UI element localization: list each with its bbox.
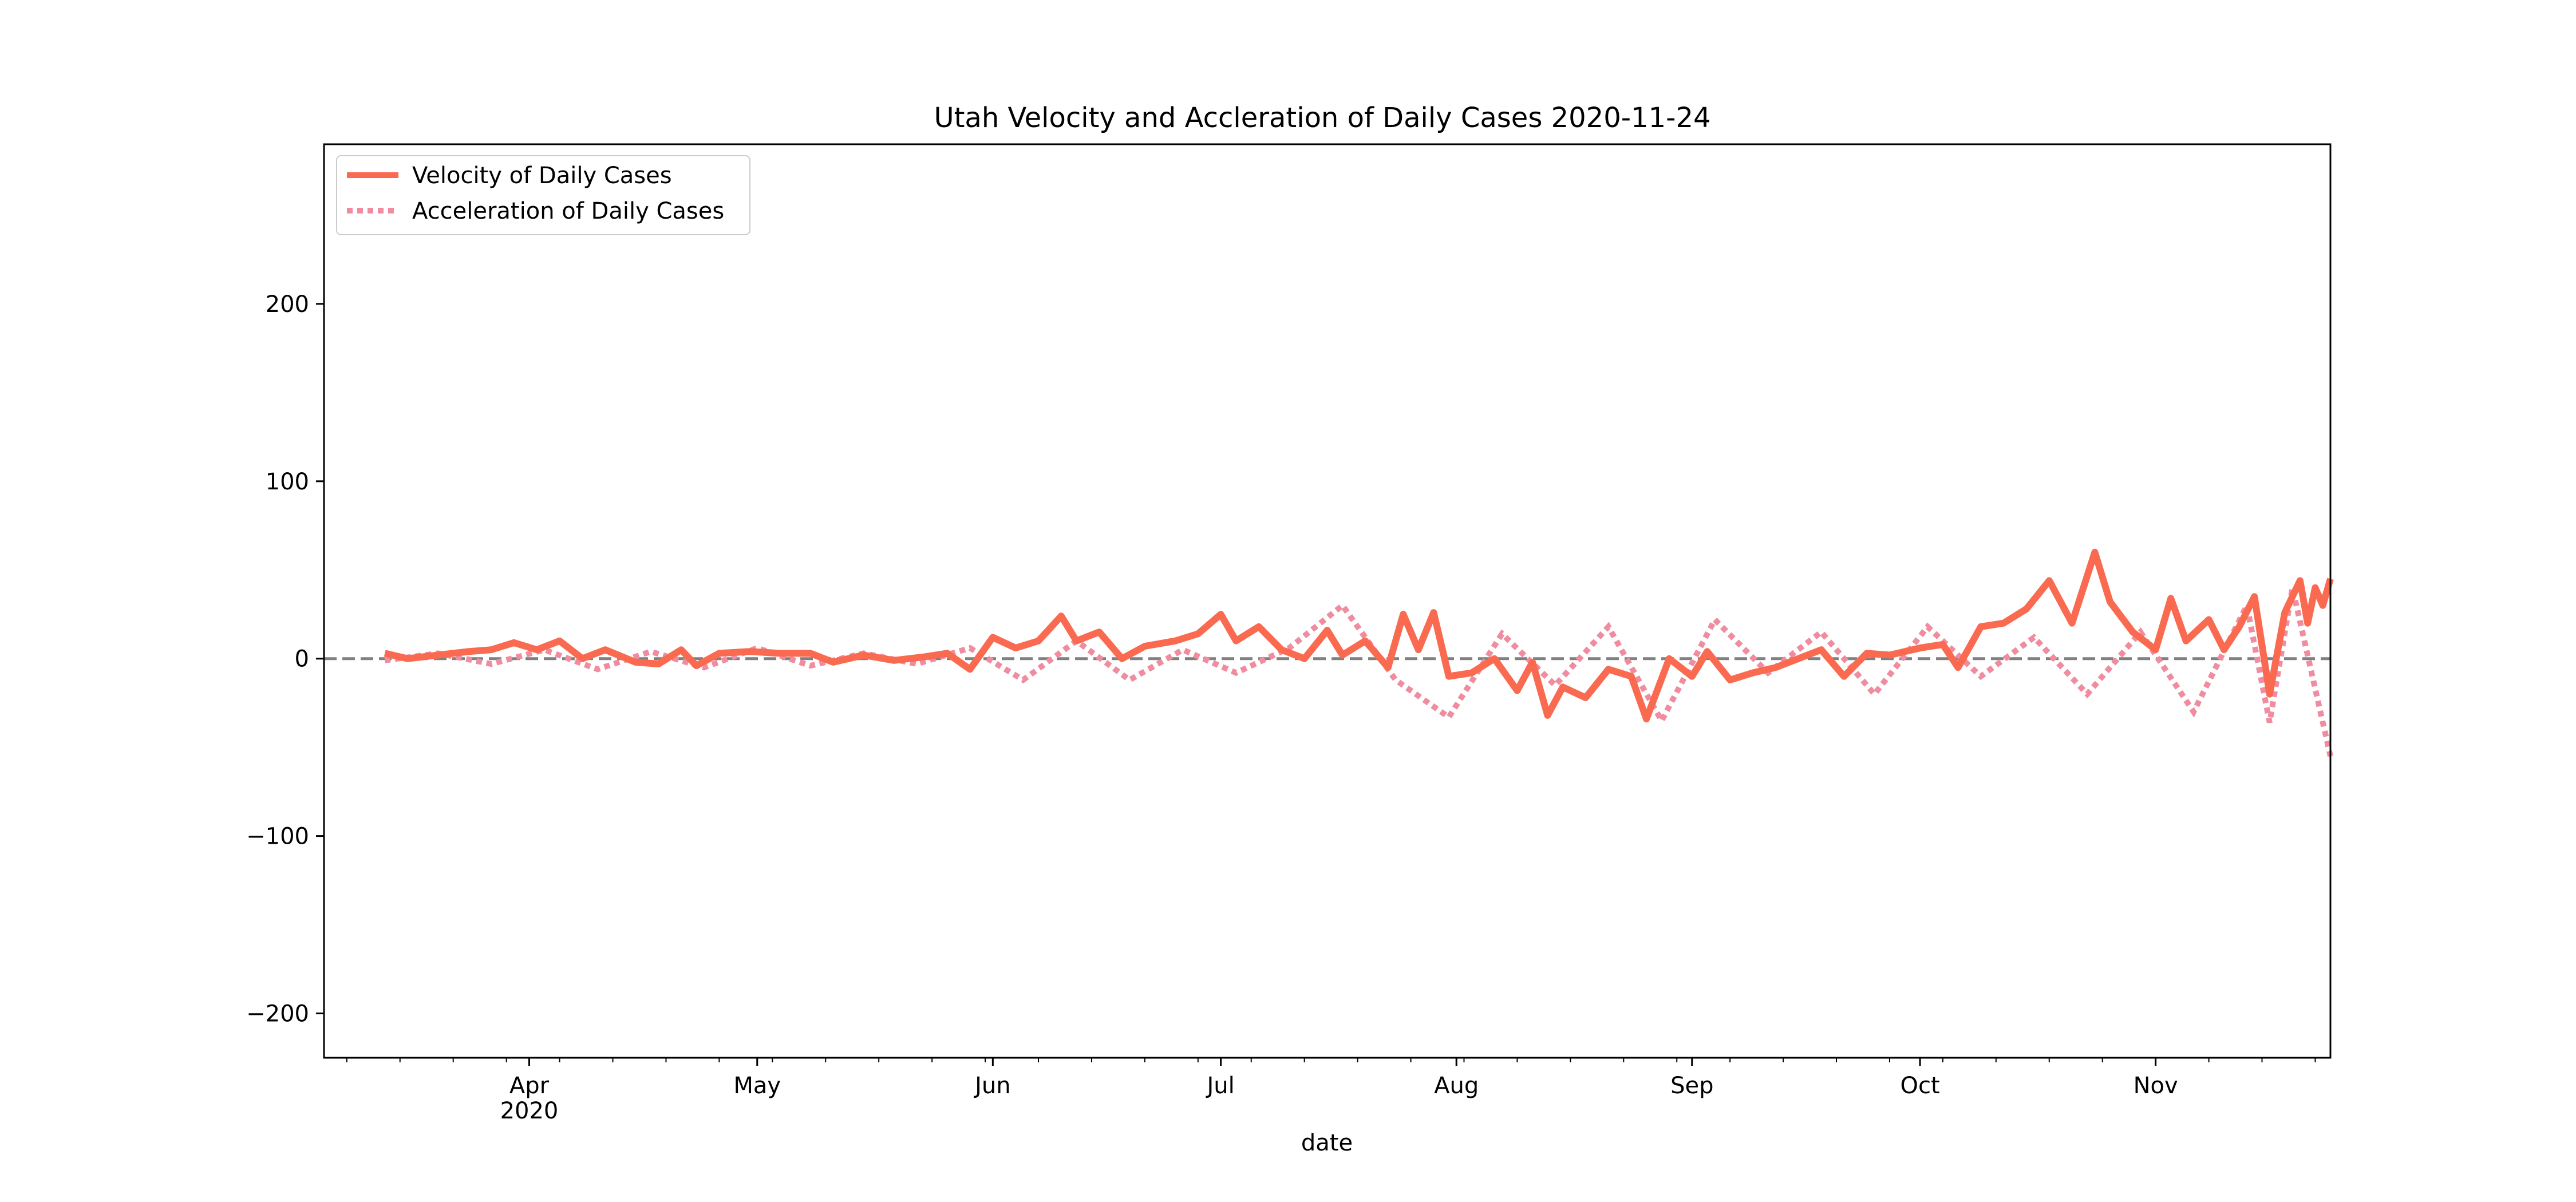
y-tick-label: −100 xyxy=(246,824,309,850)
chart-title: Utah Velocity and Accleration of Daily C… xyxy=(934,102,1710,134)
legend-label-velocity: Velocity of Daily Cases xyxy=(412,163,672,189)
x-tick-label: Jul xyxy=(1205,1073,1234,1099)
y-tick-label: −200 xyxy=(246,1001,309,1027)
plot-area xyxy=(324,548,2334,757)
y-tick-label: 0 xyxy=(295,646,309,673)
x-tick-label: Oct xyxy=(1900,1073,1939,1099)
x-tick-label: Aug xyxy=(1434,1073,1479,1099)
x-tick-label: Apr xyxy=(509,1073,550,1099)
legend: Velocity of Daily Cases Acceleration of … xyxy=(336,155,750,235)
axes-frame xyxy=(323,143,2332,1059)
y-tick-label: 100 xyxy=(266,469,309,495)
x-axis-label: date xyxy=(1301,1130,1353,1156)
x-tick-label: May xyxy=(733,1073,781,1099)
x-tick-label: Nov xyxy=(2134,1073,2178,1099)
x-tick-label: Sep xyxy=(1670,1073,1713,1099)
series-line-velocity xyxy=(384,548,2334,723)
legend-box xyxy=(336,155,750,235)
y-axis: −200 −100 0 100 200 xyxy=(246,291,324,1027)
x-tick-sublabel: 2020 xyxy=(500,1098,559,1124)
legend-label-acceleration: Acceleration of Daily Cases xyxy=(412,198,724,224)
y-tick-label: 200 xyxy=(266,291,309,318)
x-tick-label: Jun xyxy=(973,1073,1011,1099)
